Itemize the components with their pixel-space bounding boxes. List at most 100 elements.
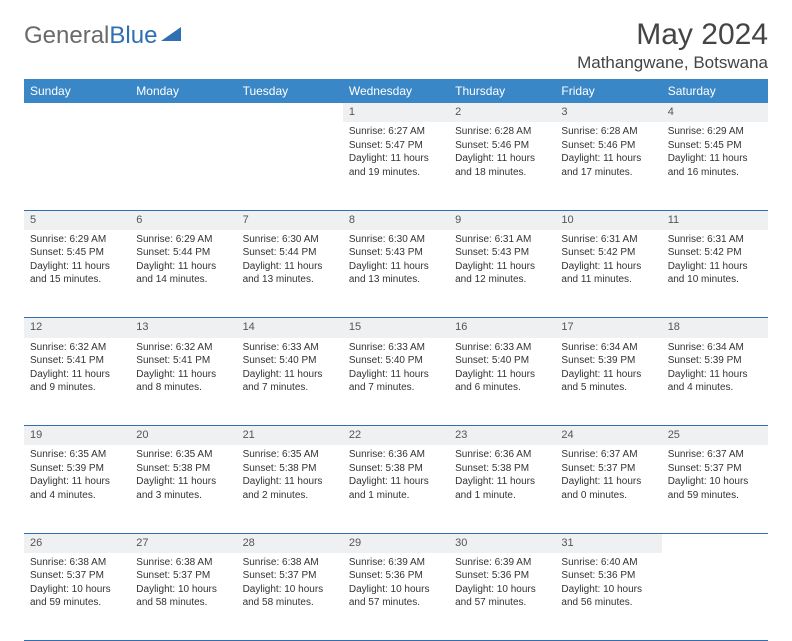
logo-triangle-icon [161, 25, 183, 48]
day-details: Sunrise: 6:38 AMSunset: 5:37 PMDaylight:… [237, 553, 343, 616]
day-details: Sunrise: 6:32 AMSunset: 5:41 PMDaylight:… [24, 338, 130, 401]
day-details: Sunrise: 6:38 AMSunset: 5:37 PMDaylight:… [24, 553, 130, 616]
day-number-row: 567891011 [24, 210, 768, 230]
day-number-cell [130, 103, 236, 122]
day-number: 16 [449, 318, 555, 337]
day-details: Sunrise: 6:32 AMSunset: 5:41 PMDaylight:… [130, 338, 236, 401]
day-number-cell: 18 [662, 318, 768, 338]
header: GeneralBlue May 2024 Mathangwane, Botswa… [24, 18, 768, 73]
day-number: 19 [24, 426, 130, 445]
day-number: 11 [662, 211, 768, 230]
day-details-cell: Sunrise: 6:28 AMSunset: 5:46 PMDaylight:… [555, 122, 661, 210]
day-number: 25 [662, 426, 768, 445]
day-details-row: Sunrise: 6:32 AMSunset: 5:41 PMDaylight:… [24, 338, 768, 426]
weekday-header: Tuesday [237, 79, 343, 103]
day-details: Sunrise: 6:29 AMSunset: 5:45 PMDaylight:… [662, 122, 768, 185]
day-number: 10 [555, 211, 661, 230]
day-number-cell: 24 [555, 426, 661, 446]
day-details: Sunrise: 6:28 AMSunset: 5:46 PMDaylight:… [449, 122, 555, 185]
day-number-row: 262728293031 [24, 533, 768, 553]
day-number: 7 [237, 211, 343, 230]
logo-text: GeneralBlue [24, 22, 157, 50]
day-details-row: Sunrise: 6:35 AMSunset: 5:39 PMDaylight:… [24, 445, 768, 533]
day-details: Sunrise: 6:31 AMSunset: 5:42 PMDaylight:… [662, 230, 768, 293]
weekday-header: Friday [555, 79, 661, 103]
day-number-cell: 8 [343, 210, 449, 230]
day-details: Sunrise: 6:36 AMSunset: 5:38 PMDaylight:… [343, 445, 449, 508]
day-details-cell: Sunrise: 6:31 AMSunset: 5:42 PMDaylight:… [662, 230, 768, 318]
day-number: 13 [130, 318, 236, 337]
day-number-cell: 21 [237, 426, 343, 446]
day-number: 12 [24, 318, 130, 337]
day-details: Sunrise: 6:29 AMSunset: 5:45 PMDaylight:… [24, 230, 130, 293]
day-details: Sunrise: 6:30 AMSunset: 5:43 PMDaylight:… [343, 230, 449, 293]
day-details-cell: Sunrise: 6:37 AMSunset: 5:37 PMDaylight:… [555, 445, 661, 533]
day-details: Sunrise: 6:38 AMSunset: 5:37 PMDaylight:… [130, 553, 236, 616]
day-details: Sunrise: 6:31 AMSunset: 5:42 PMDaylight:… [555, 230, 661, 293]
day-details-cell: Sunrise: 6:39 AMSunset: 5:36 PMDaylight:… [449, 553, 555, 641]
logo-part1: General [24, 22, 109, 49]
logo: GeneralBlue [24, 18, 183, 50]
day-number: 24 [555, 426, 661, 445]
day-number-cell: 14 [237, 318, 343, 338]
day-number-cell: 17 [555, 318, 661, 338]
day-number: 28 [237, 534, 343, 553]
day-number-cell: 16 [449, 318, 555, 338]
day-number-cell: 12 [24, 318, 130, 338]
day-details-cell: Sunrise: 6:30 AMSunset: 5:43 PMDaylight:… [343, 230, 449, 318]
day-details-cell: Sunrise: 6:35 AMSunset: 5:38 PMDaylight:… [237, 445, 343, 533]
day-number-cell: 31 [555, 533, 661, 553]
day-details-row: Sunrise: 6:27 AMSunset: 5:47 PMDaylight:… [24, 122, 768, 210]
day-number: 27 [130, 534, 236, 553]
day-number-cell: 25 [662, 426, 768, 446]
day-details: Sunrise: 6:35 AMSunset: 5:38 PMDaylight:… [130, 445, 236, 508]
day-number [24, 103, 130, 122]
day-number: 9 [449, 211, 555, 230]
logo-part2: Blue [109, 22, 157, 49]
day-details: Sunrise: 6:34 AMSunset: 5:39 PMDaylight:… [662, 338, 768, 401]
day-details-cell: Sunrise: 6:29 AMSunset: 5:45 PMDaylight:… [662, 122, 768, 210]
day-details-cell: Sunrise: 6:32 AMSunset: 5:41 PMDaylight:… [24, 338, 130, 426]
day-details-cell: Sunrise: 6:34 AMSunset: 5:39 PMDaylight:… [555, 338, 661, 426]
weekday-header-row: SundayMondayTuesdayWednesdayThursdayFrid… [24, 79, 768, 103]
day-details: Sunrise: 6:35 AMSunset: 5:39 PMDaylight:… [24, 445, 130, 508]
day-number-row: 19202122232425 [24, 426, 768, 446]
day-details-cell: Sunrise: 6:29 AMSunset: 5:45 PMDaylight:… [24, 230, 130, 318]
day-details-cell [130, 122, 236, 210]
day-number-cell: 4 [662, 103, 768, 122]
day-number: 2 [449, 103, 555, 122]
day-number-cell: 7 [237, 210, 343, 230]
day-details-cell: Sunrise: 6:31 AMSunset: 5:42 PMDaylight:… [555, 230, 661, 318]
day-details: Sunrise: 6:39 AMSunset: 5:36 PMDaylight:… [449, 553, 555, 616]
day-details-cell: Sunrise: 6:39 AMSunset: 5:36 PMDaylight:… [343, 553, 449, 641]
weekday-header: Sunday [24, 79, 130, 103]
day-number [237, 103, 343, 122]
day-details-cell [237, 122, 343, 210]
day-number-cell: 3 [555, 103, 661, 122]
day-details-cell: Sunrise: 6:34 AMSunset: 5:39 PMDaylight:… [662, 338, 768, 426]
day-number-row: 12131415161718 [24, 318, 768, 338]
day-details-cell: Sunrise: 6:31 AMSunset: 5:43 PMDaylight:… [449, 230, 555, 318]
day-details-cell: Sunrise: 6:38 AMSunset: 5:37 PMDaylight:… [237, 553, 343, 641]
day-details-cell: Sunrise: 6:33 AMSunset: 5:40 PMDaylight:… [237, 338, 343, 426]
day-number: 21 [237, 426, 343, 445]
day-number-cell [662, 533, 768, 553]
day-details-cell: Sunrise: 6:27 AMSunset: 5:47 PMDaylight:… [343, 122, 449, 210]
day-details-cell: Sunrise: 6:32 AMSunset: 5:41 PMDaylight:… [130, 338, 236, 426]
weekday-header: Thursday [449, 79, 555, 103]
day-number: 3 [555, 103, 661, 122]
day-details-cell: Sunrise: 6:33 AMSunset: 5:40 PMDaylight:… [343, 338, 449, 426]
day-number-cell: 1 [343, 103, 449, 122]
day-number-cell: 5 [24, 210, 130, 230]
day-number: 31 [555, 534, 661, 553]
calendar-table: SundayMondayTuesdayWednesdayThursdayFrid… [24, 79, 768, 641]
day-number: 26 [24, 534, 130, 553]
day-details-cell: Sunrise: 6:33 AMSunset: 5:40 PMDaylight:… [449, 338, 555, 426]
day-details: Sunrise: 6:36 AMSunset: 5:38 PMDaylight:… [449, 445, 555, 508]
day-number-cell: 23 [449, 426, 555, 446]
day-details-cell: Sunrise: 6:30 AMSunset: 5:44 PMDaylight:… [237, 230, 343, 318]
day-number-cell: 2 [449, 103, 555, 122]
day-number: 4 [662, 103, 768, 122]
day-number: 1 [343, 103, 449, 122]
day-details: Sunrise: 6:37 AMSunset: 5:37 PMDaylight:… [555, 445, 661, 508]
